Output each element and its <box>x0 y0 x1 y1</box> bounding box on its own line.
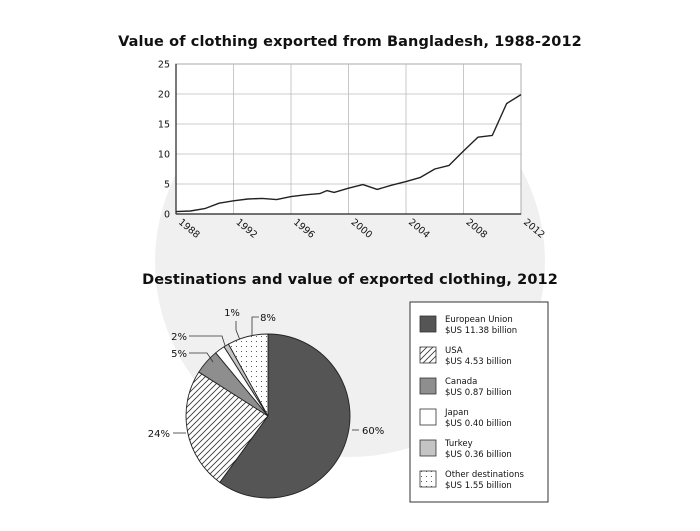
legend-entry-name: Japan <box>444 408 469 418</box>
legend-entry-value: $US 11.38 billion <box>445 326 517 336</box>
pie-percent-label: 5% <box>171 349 187 360</box>
y-tick-label: 15 <box>158 120 170 131</box>
series-line <box>175 94 522 213</box>
legend-swatch <box>419 315 437 333</box>
legend-entry-name: USA <box>445 346 463 356</box>
pie-percent-label: 2% <box>171 332 187 343</box>
legend-entry-name: European Union <box>445 315 513 325</box>
pie-percent-label: 8% <box>260 313 276 324</box>
legend-swatch <box>419 346 437 364</box>
y-tick-label: 0 <box>164 210 170 221</box>
legend-entry-value: $US 1.55 billion <box>445 481 512 491</box>
pie-percent-label: 24% <box>148 429 170 440</box>
legend-entry-name: Turkey <box>444 439 473 449</box>
legend-swatch <box>419 470 437 488</box>
y-tick-label: 10 <box>158 150 170 161</box>
legend-swatch <box>419 439 437 457</box>
legend-entry-value: $US 0.87 billion <box>445 388 512 398</box>
legend-entry-value: $US 0.36 billion <box>445 450 512 460</box>
y-tick-label: 25 <box>158 60 170 71</box>
pie-percent-label: 1% <box>224 308 240 319</box>
legend-entry-value: $US 4.53 billion <box>445 357 512 367</box>
legend-entry-value: $US 0.40 billion <box>445 419 512 429</box>
y-tick-label: 5 <box>164 180 170 191</box>
line-chart-title: Value of clothing exported from Banglade… <box>118 34 582 50</box>
pie-slice-european-union <box>219 333 351 499</box>
leader-line <box>251 316 259 335</box>
legend-box <box>409 301 549 503</box>
legend-entry-name: Canada <box>445 377 477 387</box>
leader-line <box>189 352 214 363</box>
legend-swatch <box>419 377 437 395</box>
pie-percent-label: 60% <box>362 426 384 437</box>
pie-chart-title: Destinations and value of exported cloth… <box>0 272 700 288</box>
y-tick-label: 20 <box>158 90 170 101</box>
legend-entry-name: Other destinations <box>445 470 524 480</box>
pie-slice-usa <box>185 371 269 483</box>
legend-swatch <box>419 408 437 426</box>
pie-slice-other-destinations <box>227 333 269 417</box>
